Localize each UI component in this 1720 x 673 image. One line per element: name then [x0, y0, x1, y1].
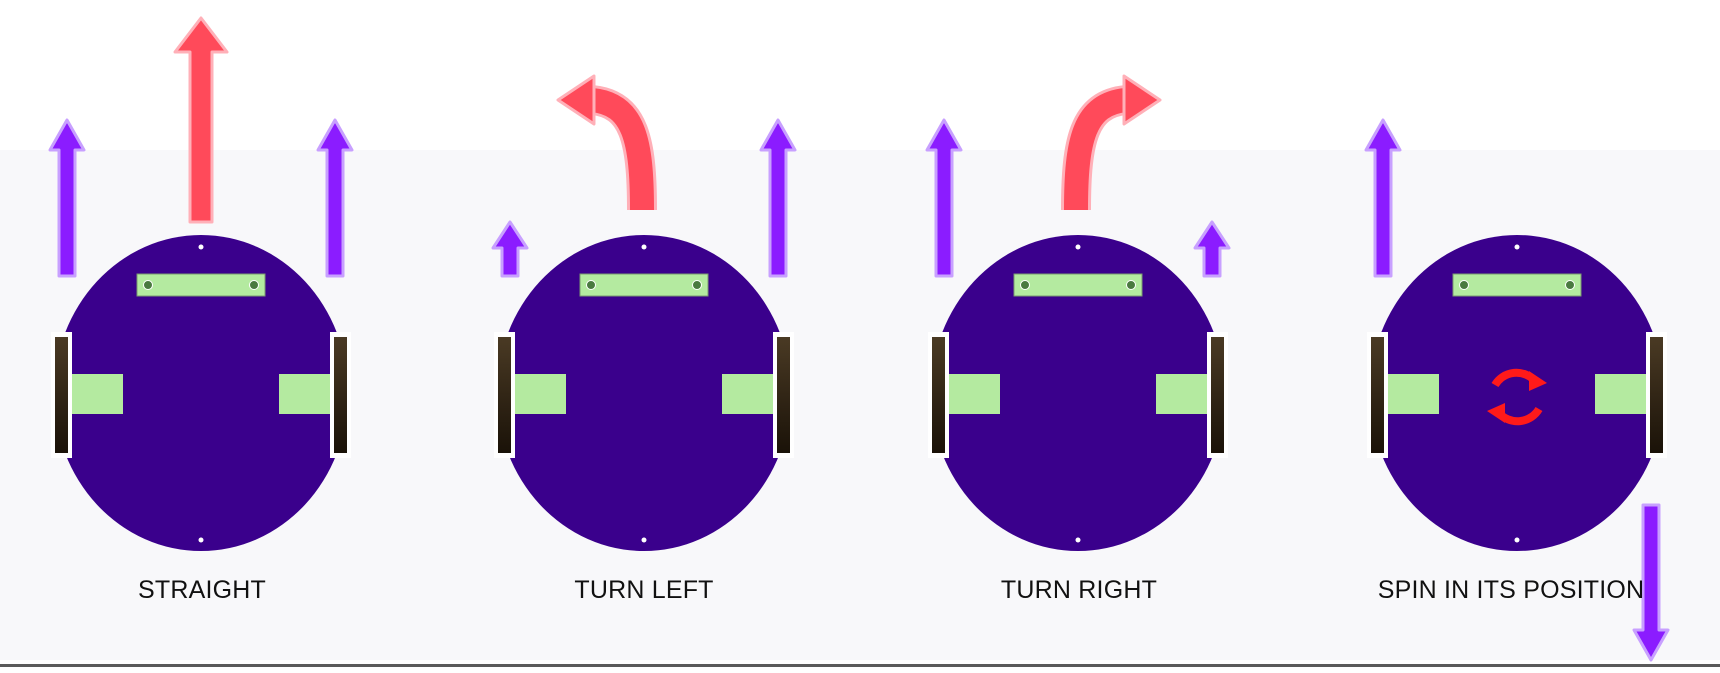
mount-dot: [641, 537, 647, 543]
spin-arrows-spin: [1487, 368, 1547, 426]
robot-body: [497, 235, 791, 551]
mount-dot: [1514, 537, 1520, 543]
left-wheel: [498, 337, 511, 453]
right-wheel-arrow-turn-left: [759, 118, 797, 278]
caption-turn-left: TURN LEFT: [574, 576, 714, 604]
left-motor: [1381, 374, 1439, 414]
caption-straight: STRAIGHT: [138, 576, 266, 604]
right-motor: [279, 374, 337, 414]
robot-spin: [1367, 235, 1667, 551]
left-wheel: [55, 337, 68, 453]
screw: [1459, 280, 1469, 290]
sensor-bar: [136, 273, 266, 297]
direction-arrow-turn-left: [556, 74, 657, 211]
robot-body: [54, 235, 348, 551]
mount-dot: [198, 537, 204, 543]
left-wheel-arrow-spin: [1364, 118, 1402, 278]
sensor-bar: [1013, 273, 1143, 297]
right-wheel-arrow-spin: [1632, 503, 1670, 662]
right-wheel-arrow-turn-right: [1193, 220, 1231, 278]
right-wheel: [1211, 337, 1224, 453]
screw: [1020, 280, 1030, 290]
mount-dot: [1075, 537, 1081, 543]
screw: [1565, 280, 1575, 290]
left-wheel-arrow-turn-left: [491, 220, 529, 278]
screw: [586, 280, 596, 290]
robot-body: [931, 235, 1225, 551]
right-motor: [722, 374, 780, 414]
caption-turn-right: TURN RIGHT: [1000, 576, 1158, 604]
left-motor: [65, 374, 123, 414]
direction-arrow-turn-right: [1061, 74, 1162, 211]
right-wheel: [1650, 337, 1663, 453]
caption-spin: SPIN IN ITS POSITION: [1377, 576, 1645, 604]
sensor-bar: [1452, 273, 1582, 297]
left-motor: [508, 374, 566, 414]
robot-turn-right: [928, 235, 1228, 551]
left-wheel-arrow-straight: [48, 118, 86, 278]
screw: [143, 280, 153, 290]
direction-arrow-straight: [173, 16, 229, 224]
mount-dot: [198, 244, 204, 250]
left-wheel: [932, 337, 945, 453]
right-wheel: [777, 337, 790, 453]
sensor-bar: [579, 273, 709, 297]
robot-turn-left: [494, 235, 794, 551]
screw: [1126, 280, 1136, 290]
right-motor: [1156, 374, 1214, 414]
bottom-rule: [0, 664, 1720, 667]
right-motor: [1595, 374, 1653, 414]
left-wheel: [1371, 337, 1384, 453]
left-motor: [942, 374, 1000, 414]
screw: [692, 280, 702, 290]
robot-straight: [51, 235, 351, 551]
robot-body: [1370, 235, 1664, 551]
mount-dot: [1075, 244, 1081, 250]
mount-dot: [641, 244, 647, 250]
right-wheel: [334, 337, 347, 453]
left-wheel-arrow-turn-right: [925, 118, 963, 278]
right-wheel-arrow-straight: [316, 118, 354, 278]
screw: [249, 280, 259, 290]
mount-dot: [1514, 244, 1520, 250]
